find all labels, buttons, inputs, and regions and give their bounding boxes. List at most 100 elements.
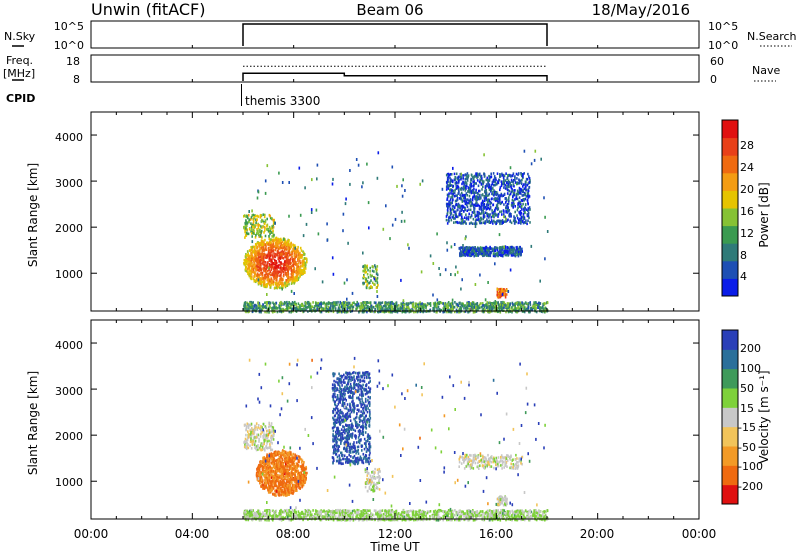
range-gate-cell (337, 300, 339, 304)
range-gate-cell (403, 303, 406, 307)
range-gate-cell (510, 245, 512, 249)
range-gate-cell (499, 287, 501, 291)
range-gate-cell (439, 273, 442, 277)
range-gate-cell (492, 247, 494, 251)
range-gate-cell (518, 200, 520, 204)
range-gate-cell (497, 212, 500, 216)
range-gate-cell (463, 304, 465, 307)
range-gate-cell (496, 192, 499, 196)
range-gate-cell (297, 308, 300, 311)
range-gate-cell (301, 253, 304, 257)
range-gate-cell (510, 203, 513, 207)
range-gate-cell (287, 305, 290, 308)
range-gate-cell (452, 166, 454, 170)
power-cbar-tick-28: 28 (740, 139, 754, 152)
range-gate-cell (277, 237, 279, 241)
range-gate-cell (400, 302, 402, 305)
range-gate-cell (269, 306, 271, 309)
range-gate-cell (465, 182, 468, 185)
range-gate-cell (263, 283, 265, 286)
range-gate-cell (498, 288, 500, 291)
range-gate-cell (479, 197, 481, 200)
range-gate-cell (450, 308, 452, 311)
range-gate-cell (475, 182, 477, 185)
range-gate-cell (304, 270, 306, 274)
range-gate-cell (270, 259, 273, 262)
range-gate-cell (269, 243, 272, 247)
range-gate-cell (363, 273, 365, 277)
range-gate-cell (294, 260, 296, 264)
range-gate-cell (512, 250, 514, 254)
range-gate-cell (419, 304, 421, 308)
range-gate-cell (252, 264, 254, 267)
range-gate-cell (282, 467, 284, 471)
range-gate-cell (453, 210, 455, 214)
range-gate-cell (513, 193, 515, 197)
range-gate-cell (256, 274, 258, 277)
range-gate-cell (511, 189, 514, 193)
range-gate-cell (506, 304, 508, 307)
range-gate-cell (245, 233, 248, 237)
range-gate-cell (469, 304, 472, 307)
range-gate-cell (505, 220, 508, 223)
range-gate-cell (327, 302, 330, 306)
range-gate-cell (286, 275, 289, 279)
range-gate-cell (449, 310, 451, 313)
range-gate-cell (485, 204, 488, 207)
range-gate-cell (515, 220, 517, 224)
range-gate-cell (296, 270, 298, 273)
range-gate-cell (377, 307, 379, 310)
range-gate-cell (515, 302, 518, 305)
range-gate-cell (512, 174, 514, 177)
range-gate-cell (368, 281, 370, 285)
range-gate-cell (276, 272, 278, 275)
range-gate-cell (522, 194, 525, 197)
range-gate-cell (266, 263, 269, 267)
range-gate-cell (459, 210, 461, 213)
range-gate-cell (450, 245, 453, 249)
range-gate-cell (289, 276, 292, 279)
range-gate-cell (330, 302, 332, 305)
range-gate-cell (290, 261, 292, 265)
range-gate-cell (283, 251, 285, 254)
range-gate-cell (506, 289, 508, 292)
range-gate-cell (415, 302, 417, 306)
range-gate-cell (295, 255, 298, 258)
range-gate-cell (520, 249, 522, 253)
range-gate-cell (528, 216, 530, 220)
range-gate-cell (417, 309, 420, 312)
range-gate-cell (265, 285, 267, 288)
range-gate-cell (488, 250, 490, 253)
range-gate-cell (450, 184, 453, 187)
range-gate-cell (485, 192, 487, 195)
range-gate-cell (524, 207, 526, 210)
range-gate-cell (449, 184, 452, 187)
range-gate-cell (290, 242, 292, 245)
range-gate-cell (334, 304, 336, 308)
range-gate-cell (360, 305, 362, 308)
range-gate-cell (287, 247, 289, 250)
range-gate-cell (506, 187, 508, 190)
range-gate-cell (355, 304, 358, 307)
range-gate-cell (374, 310, 376, 314)
range-gate-cell (518, 307, 520, 311)
range-gate-cell (274, 281, 277, 285)
range-gate-cell (423, 303, 425, 307)
range-gate-cell (376, 295, 379, 298)
range-gate-cell (278, 263, 280, 267)
range-gate-cell (483, 305, 486, 308)
range-gate-cell (518, 178, 520, 181)
range-gate-cell (353, 301, 355, 304)
range-gate-cell (288, 468, 290, 472)
range-gate-cell (476, 218, 478, 221)
range-gate-cell (287, 280, 290, 284)
range-gate-cell (520, 205, 523, 208)
range-gate-cell (257, 224, 259, 227)
range-gate-cell (485, 189, 487, 192)
range-gate-cell (249, 306, 252, 310)
range-gate-cell (464, 173, 467, 176)
range-gate-cell (482, 217, 484, 221)
range-gate-cell (514, 252, 516, 256)
range-gate-cell (478, 217, 480, 221)
range-gate-cell (456, 270, 459, 274)
